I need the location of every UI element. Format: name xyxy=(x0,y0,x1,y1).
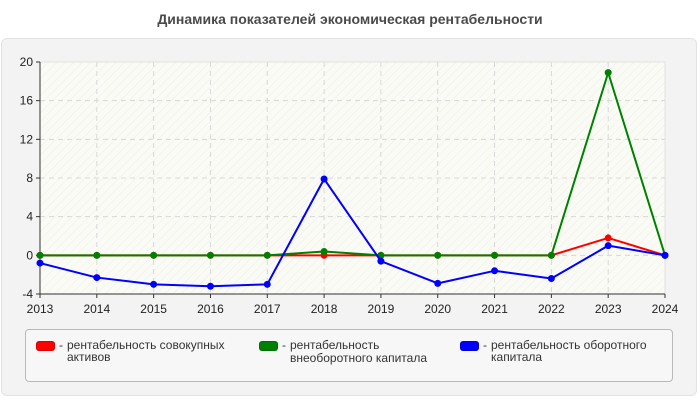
legend-swatch-green xyxy=(259,341,278,351)
y-tick-label: 0 xyxy=(26,248,33,262)
data-point xyxy=(604,234,612,242)
data-point xyxy=(434,279,442,287)
x-tick-label: 2014 xyxy=(83,302,110,316)
x-tick-label: 2016 xyxy=(197,302,224,316)
data-point xyxy=(434,251,442,259)
legend-label: рентабельность оборотного капитала xyxy=(491,338,647,364)
data-point xyxy=(604,69,612,77)
y-tick-label: 20 xyxy=(20,55,34,69)
x-tick-label: 2021 xyxy=(481,302,508,316)
legend: - рентабельность совокупных активов - ре… xyxy=(25,329,673,382)
series-lines xyxy=(36,69,669,290)
legend-swatch-red xyxy=(36,341,55,351)
y-tick-label: 12 xyxy=(20,132,34,146)
data-point xyxy=(93,274,101,282)
x-tick-label: 2013 xyxy=(27,302,54,316)
data-point xyxy=(206,251,214,259)
data-point xyxy=(491,267,499,275)
x-tick-label: 2023 xyxy=(595,302,622,316)
data-point xyxy=(547,275,555,283)
data-point xyxy=(547,251,555,259)
x-tick-label: 2015 xyxy=(140,302,167,316)
x-tick-label: 2022 xyxy=(538,302,565,316)
x-tick-label: 2020 xyxy=(424,302,451,316)
chart-title: Динамика показателей экономическая рента… xyxy=(157,11,543,27)
legend-label: рентабельность внеоборотного капитала xyxy=(290,338,427,365)
data-point xyxy=(320,175,328,183)
series-line xyxy=(36,69,669,259)
y-tick-label: -4 xyxy=(22,287,33,301)
series-line xyxy=(36,175,669,290)
x-tick-label: 2018 xyxy=(311,302,338,316)
y-tick-label: 8 xyxy=(26,171,33,185)
data-point xyxy=(661,251,669,259)
data-point xyxy=(377,257,385,265)
legend-swatch-blue xyxy=(460,341,479,351)
x-tick-label: 2017 xyxy=(254,302,281,316)
y-tick-label: 16 xyxy=(20,94,34,108)
data-point xyxy=(206,282,214,290)
axes: -4 0 4 8 12 16 20 2013 2014 2015 2016 2017 2018 2019 2… xyxy=(20,55,679,316)
legend-item-total-assets: - рентабельность совокупных активов xyxy=(36,339,252,363)
legend-item-noncurrent-capital: - рентабельность внеоборотного капитала xyxy=(259,339,450,365)
x-tick-label: 2024 xyxy=(652,302,679,316)
data-point xyxy=(93,251,101,259)
x-tick-label: 2019 xyxy=(368,302,395,316)
data-point xyxy=(263,280,271,288)
data-point xyxy=(320,247,328,255)
legend-item-working-capital: - рентабельность оборотного капитала xyxy=(460,339,681,363)
data-point xyxy=(604,242,612,250)
data-point xyxy=(150,251,158,259)
data-point xyxy=(36,259,44,267)
data-point xyxy=(491,251,499,259)
data-point xyxy=(263,251,271,259)
data-point xyxy=(36,251,44,259)
data-point xyxy=(150,280,158,288)
y-tick-label: 4 xyxy=(26,210,33,224)
legend-label: рентабельность совокупных активов xyxy=(67,338,225,364)
